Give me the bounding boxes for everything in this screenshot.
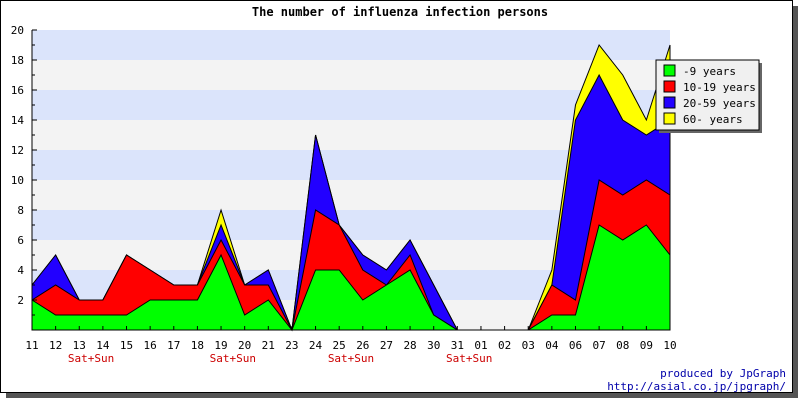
y-tick-label: 20 — [11, 24, 24, 37]
legend-label: 20-59 years — [683, 97, 756, 110]
x-tick-label: 01 — [474, 339, 487, 352]
legend-label: 10-19 years — [683, 81, 756, 94]
grid-band — [32, 60, 670, 90]
x-tick-label: 20 — [238, 339, 251, 352]
x-tick-label: 21 — [262, 339, 275, 352]
x-tick-label: 14 — [96, 339, 110, 352]
weekend-label: Sat+Sun — [68, 352, 114, 365]
x-tick-label: 13 — [73, 339, 86, 352]
x-tick-label: 31 — [451, 339, 464, 352]
y-tick-label: 8 — [17, 204, 24, 217]
y-tick-label: 16 — [11, 84, 24, 97]
x-tick-label: 28 — [403, 339, 416, 352]
legend-label: -9 years — [683, 65, 736, 78]
x-tick-label: 15 — [120, 339, 133, 352]
x-tick-label: 26 — [356, 339, 369, 352]
legend-swatch — [663, 112, 676, 125]
grid-band — [32, 30, 670, 60]
x-tick-label: 25 — [333, 339, 346, 352]
x-tick-label: 04 — [545, 339, 559, 352]
y-tick-label: 12 — [11, 144, 24, 157]
y-tick-label: 6 — [17, 234, 24, 247]
x-tick-label: 10 — [663, 339, 676, 352]
x-tick-label: 09 — [640, 339, 653, 352]
legend-label: 60- years — [683, 113, 743, 126]
y-tick-label: 2 — [17, 294, 24, 307]
area-9-years — [31, 224, 671, 331]
weekend-label: Sat+Sun — [328, 352, 374, 365]
grid-band — [32, 120, 670, 150]
credit-line-1: produced by JpGraph — [660, 367, 786, 380]
chart-title: The number of influenza infection person… — [252, 5, 548, 19]
x-tick-label: 11 — [25, 339, 38, 352]
x-tick-label: 24 — [309, 339, 323, 352]
grid-band — [32, 90, 670, 120]
legend-swatch — [663, 96, 676, 109]
area-10-19-years — [31, 179, 671, 332]
frame-shadow-bottom — [6, 393, 798, 398]
y-tick-label: 18 — [11, 54, 24, 67]
y-tick-label: 14 — [11, 114, 25, 127]
x-tick-label: 30 — [427, 339, 440, 352]
x-tick-label: 08 — [616, 339, 629, 352]
frame-shadow-right — [793, 6, 798, 398]
x-tick-label: 16 — [144, 339, 157, 352]
x-tick-label: 03 — [522, 339, 535, 352]
grid-band — [32, 150, 670, 180]
x-tick-label: 06 — [569, 339, 582, 352]
weekend-label: Sat+Sun — [446, 352, 492, 365]
series-areas — [31, 44, 671, 332]
x-tick-label: 12 — [49, 339, 62, 352]
x-tick-label: 23 — [285, 339, 298, 352]
weekend-label: Sat+Sun — [210, 352, 256, 365]
legend: -9 years 10-19 years 20-59 years 60- years — [655, 59, 762, 133]
x-tick-label: 07 — [592, 339, 605, 352]
x-tick-label: 17 — [167, 339, 180, 352]
x-tick-label: 18 — [191, 339, 204, 352]
x-tick-label: 19 — [214, 339, 227, 352]
x-tick-label: 27 — [380, 339, 393, 352]
y-tick-label: 10 — [11, 174, 24, 187]
y-tick-label: 4 — [17, 264, 24, 277]
legend-swatch — [663, 80, 676, 93]
credit-line-2[interactable]: http://asial.co.jp/jpgraph/ — [607, 380, 786, 393]
x-tick-label: 02 — [498, 339, 511, 352]
legend-swatch — [663, 64, 676, 77]
